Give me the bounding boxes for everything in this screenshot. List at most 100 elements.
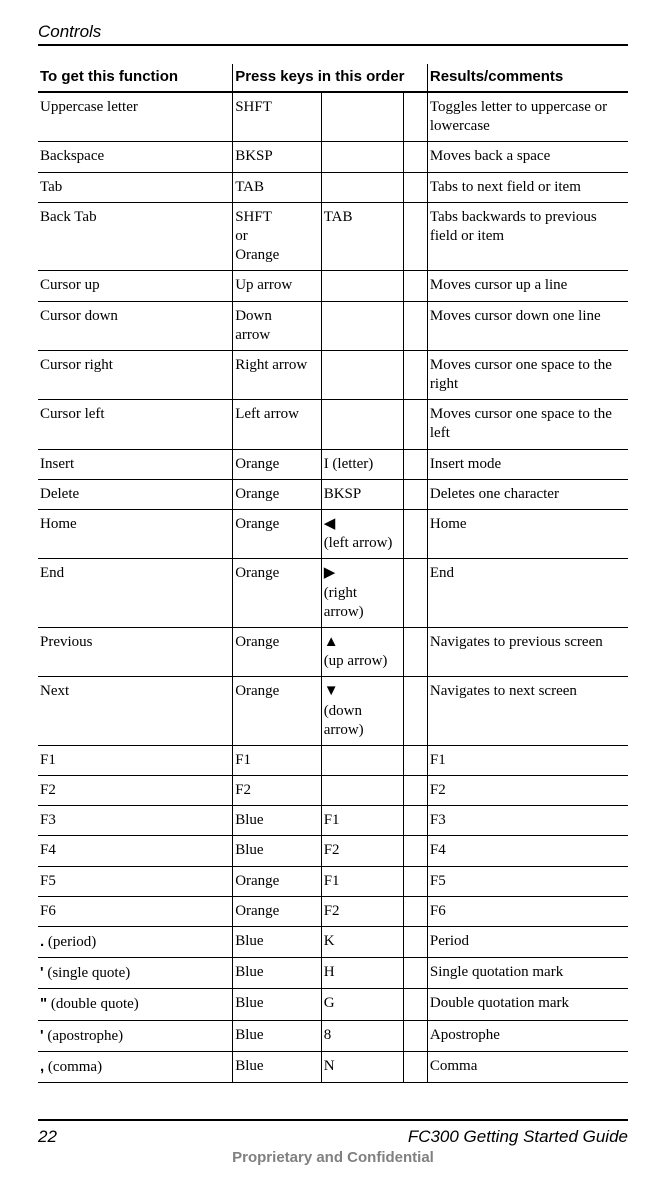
cell-key2 (321, 92, 404, 142)
cell-key2: 8 (321, 1020, 404, 1051)
cell-result: Toggles letter to uppercase or lowercase (427, 92, 628, 142)
cell-key3 (404, 301, 428, 350)
cell-key1: Orange (233, 510, 322, 559)
cell-function: , (comma) (38, 1051, 233, 1082)
cell-key1: F2 (233, 776, 322, 806)
cell-result: Home (427, 510, 628, 559)
cell-function: F4 (38, 836, 233, 866)
cell-key1: Blue (233, 806, 322, 836)
col-keys: Press keys in this order (233, 64, 428, 92)
cell-function: Tab (38, 172, 233, 202)
cell-function: Uppercase letter (38, 92, 233, 142)
cell-function: Delete (38, 479, 233, 509)
cell-result: F4 (427, 836, 628, 866)
table-row: Cursor right Right arrow Moves cursor on… (38, 350, 628, 399)
table-row: F5 Orange F1 F5 (38, 866, 628, 896)
cell-function: ' (single quote) (38, 958, 233, 989)
table-row: Delete Orange BKSP Deletes one character (38, 479, 628, 509)
cell-function: F3 (38, 806, 233, 836)
cell-key1: Blue (233, 1020, 322, 1051)
cell-result: Navigates to previous screen (427, 627, 628, 676)
cell-key3 (404, 449, 428, 479)
table-row: ' (single quote) Blue H Single quotation… (38, 958, 628, 989)
cell-key1: BKSP (233, 142, 322, 172)
cell-key1: SHFT (233, 92, 322, 142)
cell-key3 (404, 350, 428, 399)
cell-function: F1 (38, 745, 233, 775)
cell-key1: Orange (233, 866, 322, 896)
table-row: ' (apostrophe) Blue 8 Apostrophe (38, 1020, 628, 1051)
left-arrow-icon: ◀ (324, 515, 336, 534)
table-row: Cursor down Downarrow Moves cursor down … (38, 301, 628, 350)
cell-function: Cursor right (38, 350, 233, 399)
cell-key1: Up arrow (233, 271, 322, 301)
cell-key1: Blue (233, 1051, 322, 1082)
table-row: Cursor left Left arrow Moves cursor one … (38, 400, 628, 449)
cell-key3 (404, 677, 428, 746)
cell-key3 (404, 1051, 428, 1082)
cell-key3 (404, 510, 428, 559)
cell-key2 (321, 271, 404, 301)
arrow-sub-label: (left arrow) (324, 535, 393, 551)
cell-result: Insert mode (427, 449, 628, 479)
cell-key1: Blue (233, 927, 322, 958)
cell-function: Cursor down (38, 301, 233, 350)
cell-key3 (404, 627, 428, 676)
cell-function: End (38, 559, 233, 628)
cell-function: " (double quote) (38, 989, 233, 1020)
cell-key3 (404, 958, 428, 989)
keyboard-shortcuts-table: To get this function Press keys in this … (38, 64, 628, 1083)
cell-function: Previous (38, 627, 233, 676)
arrow-sub-label: (right arrow) (324, 585, 364, 620)
cell-key2: F1 (321, 866, 404, 896)
cell-key2: ▼ (down arrow) (321, 677, 404, 746)
cell-result: Tabs backwards to previous field or item (427, 202, 628, 271)
cell-key2 (321, 172, 404, 202)
cell-key3 (404, 776, 428, 806)
symbol-desc: (apostrophe) (44, 1028, 124, 1044)
cell-result: Deletes one character (427, 479, 628, 509)
table-row: Previous Orange ▲ (up arrow) Navigates t… (38, 627, 628, 676)
cell-function: Cursor left (38, 400, 233, 449)
table-row: . (period) Blue K Period (38, 927, 628, 958)
cell-result: Tabs to next field or item (427, 172, 628, 202)
cell-function: F5 (38, 866, 233, 896)
cell-key3 (404, 400, 428, 449)
cell-key1: Left arrow (233, 400, 322, 449)
cell-function: Cursor up (38, 271, 233, 301)
page-footer: 22 FC300 Getting Started Guide Proprieta… (38, 1119, 628, 1166)
cell-key2: ▶ (right arrow) (321, 559, 404, 628)
table-row: Home Orange ◀ (left arrow) Home (38, 510, 628, 559)
cell-function: F2 (38, 776, 233, 806)
cell-key1: F1 (233, 745, 322, 775)
cell-result: F6 (427, 896, 628, 926)
cell-key3 (404, 271, 428, 301)
cell-result: F5 (427, 866, 628, 896)
col-function: To get this function (38, 64, 233, 92)
table-row: F6 Orange F2 F6 (38, 896, 628, 926)
cell-result: Single quotation mark (427, 958, 628, 989)
cell-key2: K (321, 927, 404, 958)
table-row: End Orange ▶ (right arrow) End (38, 559, 628, 628)
cell-key1: Orange (233, 559, 322, 628)
cell-key1: Orange (233, 896, 322, 926)
cell-function: ' (apostrophe) (38, 1020, 233, 1051)
cell-result: Moves back a space (427, 142, 628, 172)
cell-result: Moves cursor down one line (427, 301, 628, 350)
cell-key3 (404, 866, 428, 896)
table-row: Next Orange ▼ (down arrow) Navigates to … (38, 677, 628, 746)
cell-function: Back Tab (38, 202, 233, 271)
cell-key2: I (letter) (321, 449, 404, 479)
cell-result: Moves cursor one space to the right (427, 350, 628, 399)
cell-result: Moves cursor up a line (427, 271, 628, 301)
table-row: F1 F1 F1 (38, 745, 628, 775)
table-row: Backspace BKSP Moves back a space (38, 142, 628, 172)
col-results: Results/comments (427, 64, 628, 92)
cell-function: . (period) (38, 927, 233, 958)
cell-result: End (427, 559, 628, 628)
cell-key1: Right arrow (233, 350, 322, 399)
symbol-desc: (comma) (44, 1059, 102, 1075)
cell-result: Moves cursor one space to the left (427, 400, 628, 449)
cell-key3 (404, 92, 428, 142)
table-row: F2 F2 F2 (38, 776, 628, 806)
